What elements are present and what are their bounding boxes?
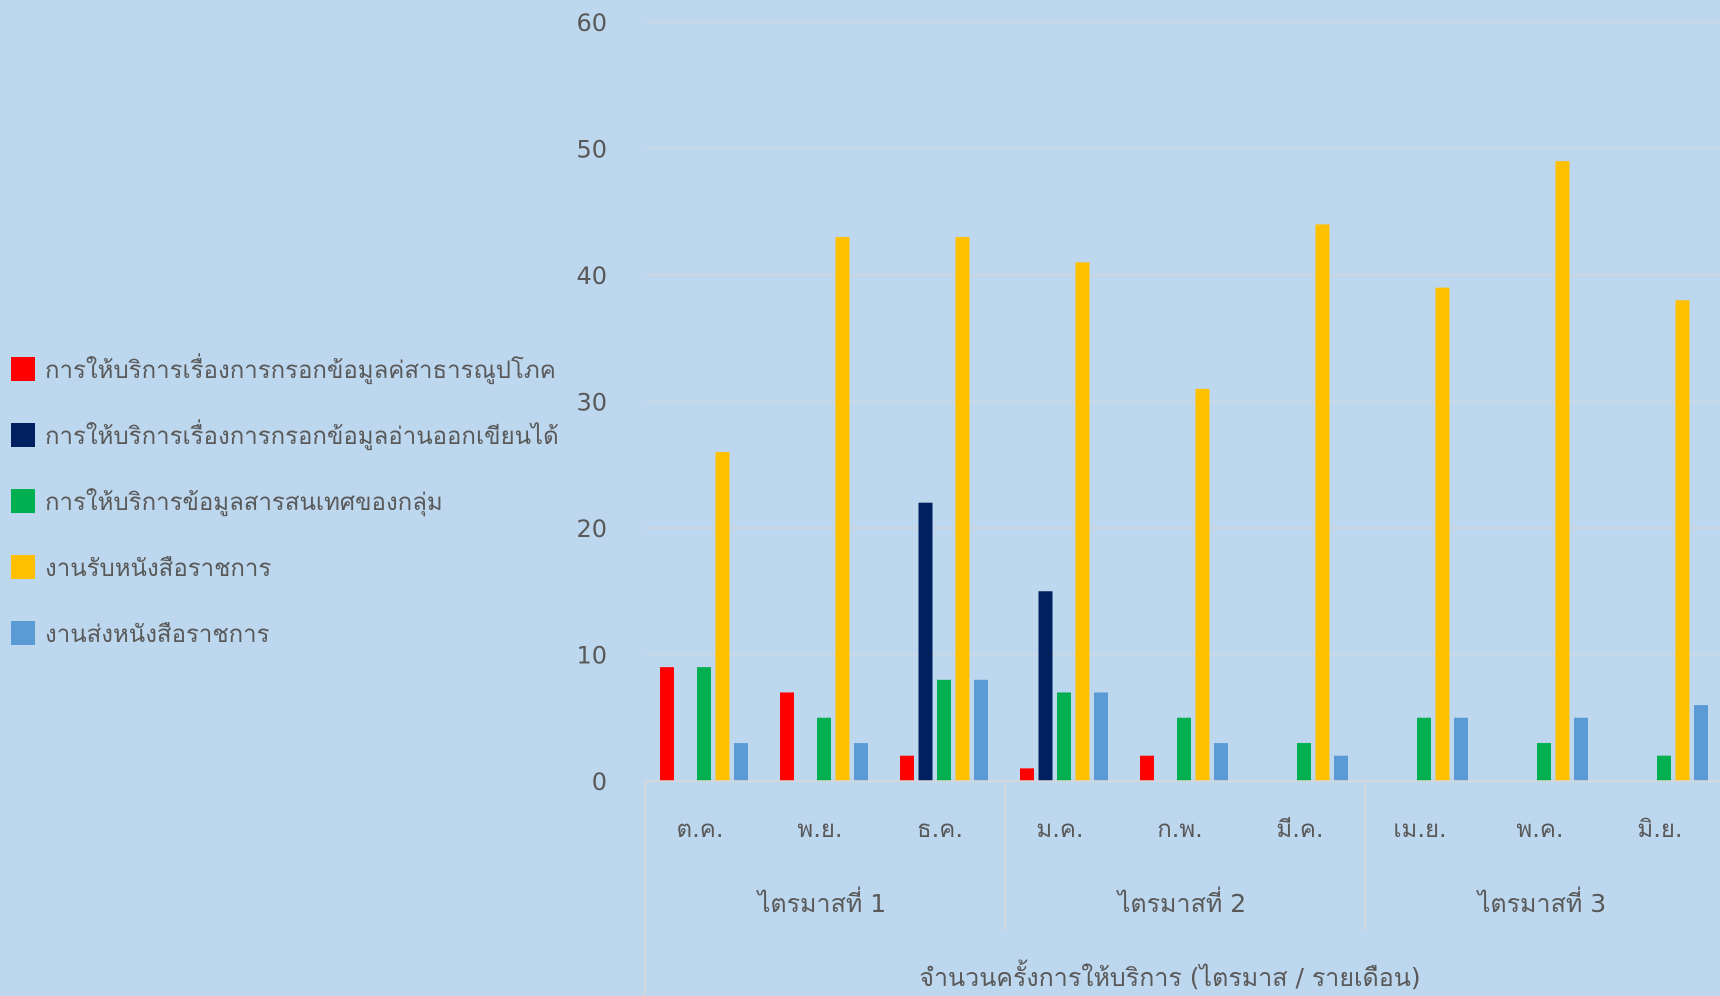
x-tick-label: เม.ย. [1393, 815, 1446, 843]
bar [1537, 743, 1551, 781]
bar [697, 667, 711, 781]
bar [1038, 591, 1053, 781]
bar [780, 692, 794, 781]
bar [1675, 300, 1690, 781]
bar [835, 237, 850, 782]
y-tick-label: 60 [576, 9, 607, 37]
bar [1454, 717, 1468, 781]
x-tick-label: พ.ย. [797, 815, 842, 843]
x-tick-label: ม.ค. [1036, 815, 1083, 843]
y-tick-label: 20 [576, 515, 607, 543]
x-tick-label: มิ.ย. [1637, 815, 1682, 843]
group-label: ไตรมาสที่ 1 [756, 886, 886, 918]
bar [1574, 717, 1588, 781]
bar [660, 667, 674, 781]
bar [1195, 388, 1210, 781]
bar [937, 679, 951, 781]
legend-swatch [11, 423, 35, 447]
bar [1214, 743, 1228, 781]
y-tick-label: 50 [576, 136, 607, 164]
bar [1435, 287, 1450, 781]
bar [955, 237, 970, 782]
chart-legend: การให้บริการเรื่องการกรอกข้อมูลค่สาธารณู… [11, 336, 559, 666]
bar [1020, 768, 1034, 781]
bar [1075, 262, 1090, 782]
legend-item: งานส่งหนังสือราชการ [11, 600, 559, 666]
legend-label: การให้บริการข้อมูลสารสนเทศของกลุ่ม [45, 487, 443, 516]
bar [817, 717, 831, 781]
bar [1315, 224, 1330, 781]
bar [1057, 692, 1071, 781]
legend-swatch [11, 357, 35, 381]
bar [854, 743, 868, 781]
bar [1177, 717, 1191, 781]
x-tick-label: มี.ค. [1276, 815, 1323, 843]
bar [1297, 743, 1311, 781]
y-tick-label: 40 [576, 262, 607, 290]
bar [1334, 755, 1348, 781]
x-axis-title: จำนวนครั้งการให้บริการ (ไตรมาส / รายเดือ… [919, 959, 1420, 992]
x-tick-label: ธ.ค. [917, 815, 963, 843]
bar [734, 743, 748, 781]
y-tick-label: 0 [592, 768, 607, 796]
bar [1555, 161, 1570, 781]
bar [974, 679, 988, 781]
legend-swatch [11, 555, 35, 579]
legend-item: งานรับหนังสือราชการ [11, 534, 559, 600]
bar [1094, 692, 1108, 781]
x-tick-label: พ.ค. [1516, 815, 1563, 843]
group-label: ไตรมาสที่ 2 [1116, 886, 1246, 918]
bar [900, 755, 914, 781]
bar [1657, 755, 1671, 781]
bar [1140, 755, 1154, 781]
legend-item: การให้บริการเรื่องการกรอกข้อมูลค่สาธารณู… [11, 336, 559, 402]
group-label: ไตรมาสที่ 3 [1476, 886, 1606, 918]
x-tick-label: ต.ค. [677, 815, 724, 843]
legend-swatch [11, 489, 35, 513]
bar [1694, 705, 1708, 781]
bar [715, 452, 730, 781]
bar [1417, 717, 1431, 781]
legend-item: การให้บริการเรื่องการกรอกข้อมูลอ่านออกเข… [11, 402, 559, 468]
y-tick-label: 10 [576, 642, 607, 670]
y-tick-label: 30 [576, 389, 607, 417]
legend-label: งานรับหนังสือราชการ [45, 553, 272, 582]
bar [918, 502, 933, 781]
legend-item: การให้บริการข้อมูลสารสนเทศของกลุ่ม [11, 468, 559, 534]
legend-label: การให้บริการเรื่องการกรอกข้อมูลค่สาธารณู… [45, 355, 556, 384]
x-tick-label: ก.พ. [1157, 815, 1203, 843]
legend-swatch [11, 621, 35, 645]
legend-label: การให้บริการเรื่องการกรอกข้อมูลอ่านออกเข… [45, 421, 559, 450]
legend-label: งานส่งหนังสือราชการ [45, 619, 270, 648]
